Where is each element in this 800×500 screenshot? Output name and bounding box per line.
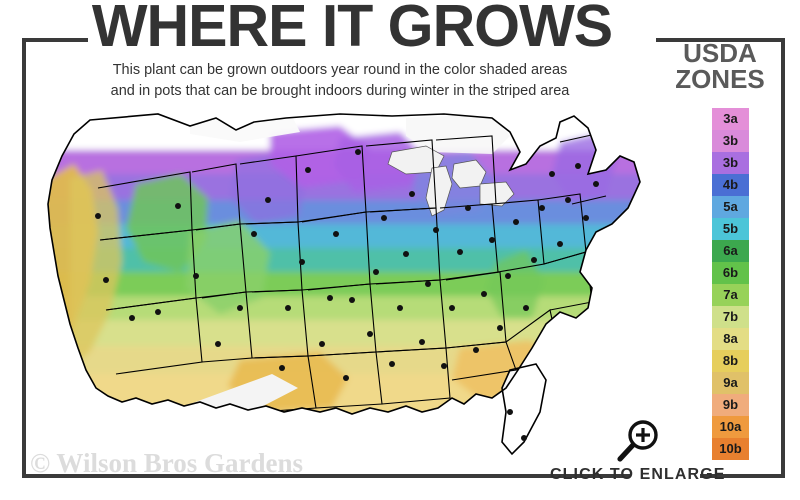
frame-left-segment: [22, 38, 26, 478]
watermark: © Wilson Bros Gardens: [30, 448, 303, 478]
frame-top-right-segment: [656, 38, 785, 42]
legend-swatch-6a-6: 6a: [712, 240, 749, 262]
legend-title-line-1: USDA: [683, 38, 757, 68]
frame-top-left-segment: [22, 38, 88, 42]
legend-swatch-10a-14: 10a: [712, 416, 749, 438]
legend-swatch-8b-11: 8b: [712, 350, 749, 372]
magnify-plus-icon[interactable]: [615, 418, 661, 464]
legend-swatch-9a-12: 9a: [712, 372, 749, 394]
map-city-markers: [95, 149, 599, 441]
frame-right-segment: [781, 38, 785, 478]
subtitle-line-1: This plant can be grown outdoors year ro…: [112, 62, 568, 78]
subtitle-line-2: and in pots that can be brought indoors …: [110, 83, 570, 100]
legend-swatch-5a-4: 5a: [712, 196, 749, 218]
legend-swatch-3a-0: 3a: [712, 108, 749, 130]
click-to-enlarge-label[interactable]: CLICK TO ENLARGE: [550, 466, 726, 483]
frame-bottom-segment: [22, 474, 630, 478]
page-title: WHERE IT GROWS: [91, 0, 613, 59]
usda-hardiness-zone-map: [40, 112, 650, 457]
legend-swatch-7b-9: 7b: [712, 306, 749, 328]
map-country-outline: [47, 113, 641, 456]
usda-zones-legend: USDA ZONES 3a 3b 3b 4b 5a 5b 6a 6b 7a 7b 8a 8b 9a 9b 1…: [660, 40, 780, 460]
legend-swatch-3b-1: 3b: [712, 130, 749, 152]
legend-title-line-2: ZONES: [675, 64, 765, 94]
legend-swatch-9b-13: 9b: [712, 394, 749, 416]
legend-swatch-5b-5: 5b: [712, 218, 749, 240]
legend-swatch-8a-10: 8a: [712, 328, 749, 350]
legend-swatch-4b-3: 4b: [712, 174, 749, 196]
legend-swatch-3b-2: 3b: [712, 152, 749, 174]
legend-swatch-list: 3a 3b 3b 4b 5a 5b 6a 6b 7a 7b 8a 8b 9a 9b 10a 10b: [712, 108, 749, 460]
map-great-lakes: [387, 145, 515, 217]
legend-title: USDA ZONES: [660, 40, 780, 92]
frame-bottom-right-segment: [700, 474, 785, 478]
legend-swatch-7a-8: 7a: [712, 284, 749, 306]
subtitle: This plant can be grown outdoors year ro…: [30, 60, 650, 102]
legend-swatch-10b-15: 10b: [712, 438, 749, 460]
legend-swatch-6b-7: 6b: [712, 262, 749, 284]
